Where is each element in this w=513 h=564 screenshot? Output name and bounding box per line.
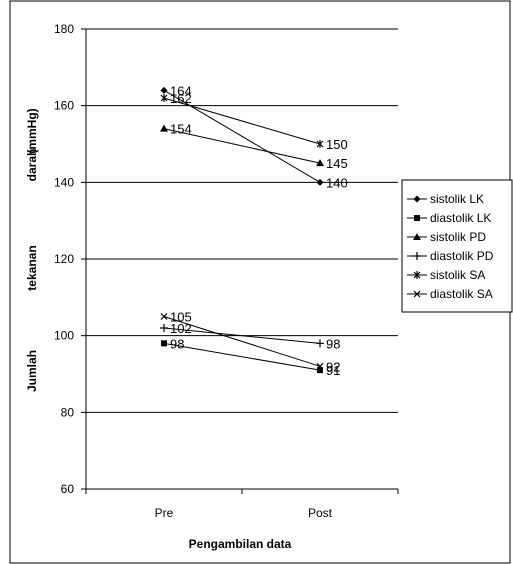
data-label: 162	[170, 91, 192, 106]
series-sistolik-pd	[160, 124, 324, 167]
marker-star	[413, 271, 421, 279]
series-layer	[160, 86, 324, 374]
series-diastolik-pd	[160, 324, 324, 348]
marker-diamond	[160, 86, 168, 94]
data-label: 91	[326, 363, 340, 378]
marker-diamond	[316, 178, 324, 186]
y-axis-label: Jumlah tekanan darah(mmHg)	[25, 108, 39, 392]
marker-x	[160, 313, 168, 320]
y-tick-label: 60	[61, 482, 75, 496]
series-sistolik-sa	[160, 94, 324, 148]
marker-square	[414, 215, 420, 221]
data-label: 92	[326, 359, 340, 374]
data-label: 145	[326, 156, 348, 171]
marker-plus	[316, 339, 324, 348]
marker-triangle	[413, 233, 421, 240]
y-axis-label-part: tekanan	[25, 245, 39, 290]
series-line	[163, 128, 321, 164]
y-tick-label: 120	[54, 252, 74, 266]
marker-triangle	[160, 124, 168, 132]
data-label: 102	[170, 321, 192, 336]
y-tick-label: 180	[54, 22, 74, 36]
y-tick-label: 140	[54, 175, 74, 189]
series-diastolik-lk	[161, 340, 323, 374]
data-label: 154	[170, 122, 192, 137]
legend-label: sistolik PD	[430, 230, 486, 244]
y-tick-label: 100	[54, 329, 74, 343]
data-label: 105	[170, 310, 192, 325]
legend-label: diastolik LK	[430, 211, 491, 225]
legend: sistolik LK diastolik LK sistolik PD diasto…	[401, 179, 513, 313]
data-label: 98	[170, 336, 184, 351]
y-tick-label: 160	[54, 99, 74, 113]
marker-star	[316, 140, 324, 148]
series-line	[163, 97, 321, 145]
marker-diamond	[413, 195, 421, 203]
marker-plus	[413, 252, 421, 260]
x-axis-label: Pengambilan data	[189, 537, 292, 551]
marker-star	[160, 94, 168, 102]
marker-square	[317, 367, 323, 374]
y-axis-label-part: (mmHg)	[25, 108, 39, 153]
legend-label: diastolik PD	[430, 249, 494, 263]
legend-label: diastolik SA	[430, 287, 493, 301]
legend-box	[401, 179, 513, 313]
marker-x	[316, 362, 324, 370]
series-line	[163, 316, 321, 367]
data-label: 150	[326, 137, 348, 152]
marker-square	[161, 340, 167, 347]
series-diastolik-sa	[160, 313, 324, 370]
y-tick-label: 80	[61, 405, 75, 419]
y-axis-label-part: Jumlah	[25, 350, 39, 392]
data-label: 164	[170, 83, 192, 98]
x-tick-label: Post	[308, 506, 333, 520]
marker-x	[413, 290, 421, 298]
marker-triangle	[316, 159, 324, 167]
marker-plus	[160, 324, 168, 332]
legend-label: sistolik LK	[430, 192, 484, 206]
series-line	[163, 327, 321, 344]
series-line	[163, 342, 321, 371]
legend-label: sistolik SA	[430, 268, 485, 282]
data-label: 98	[326, 336, 340, 351]
data-label: 140	[326, 175, 348, 190]
y-axis-label-part: darah	[25, 149, 39, 182]
x-tick-label: Pre	[155, 506, 174, 520]
